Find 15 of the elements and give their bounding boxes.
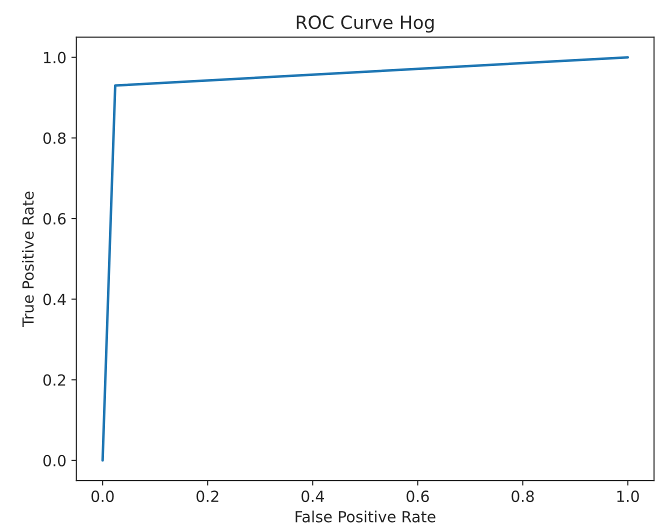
y-tick-label: 0.2: [43, 374, 66, 386]
y-axis-title: True Positive Rate: [22, 192, 34, 327]
x-tick-label: 0.8: [512, 490, 534, 502]
y-tick-label: 0.8: [43, 132, 66, 144]
y-tick-label: 0.0: [43, 454, 66, 466]
x-tick-label: 0.2: [196, 490, 218, 502]
chart-title: ROC Curve Hog: [296, 15, 434, 33]
x-axis-title: False Positive Rate: [296, 510, 436, 522]
y-tick-label: 0.6: [43, 213, 66, 225]
x-tick-label: 1.0: [617, 490, 639, 502]
y-tick-label: 0.4: [43, 294, 66, 306]
y-tick-label: 1.0: [44, 52, 66, 64]
x-tick-label: 0.6: [406, 490, 429, 502]
x-tick-label: 0.0: [91, 490, 114, 502]
x-tick-label: 0.4: [302, 490, 324, 502]
